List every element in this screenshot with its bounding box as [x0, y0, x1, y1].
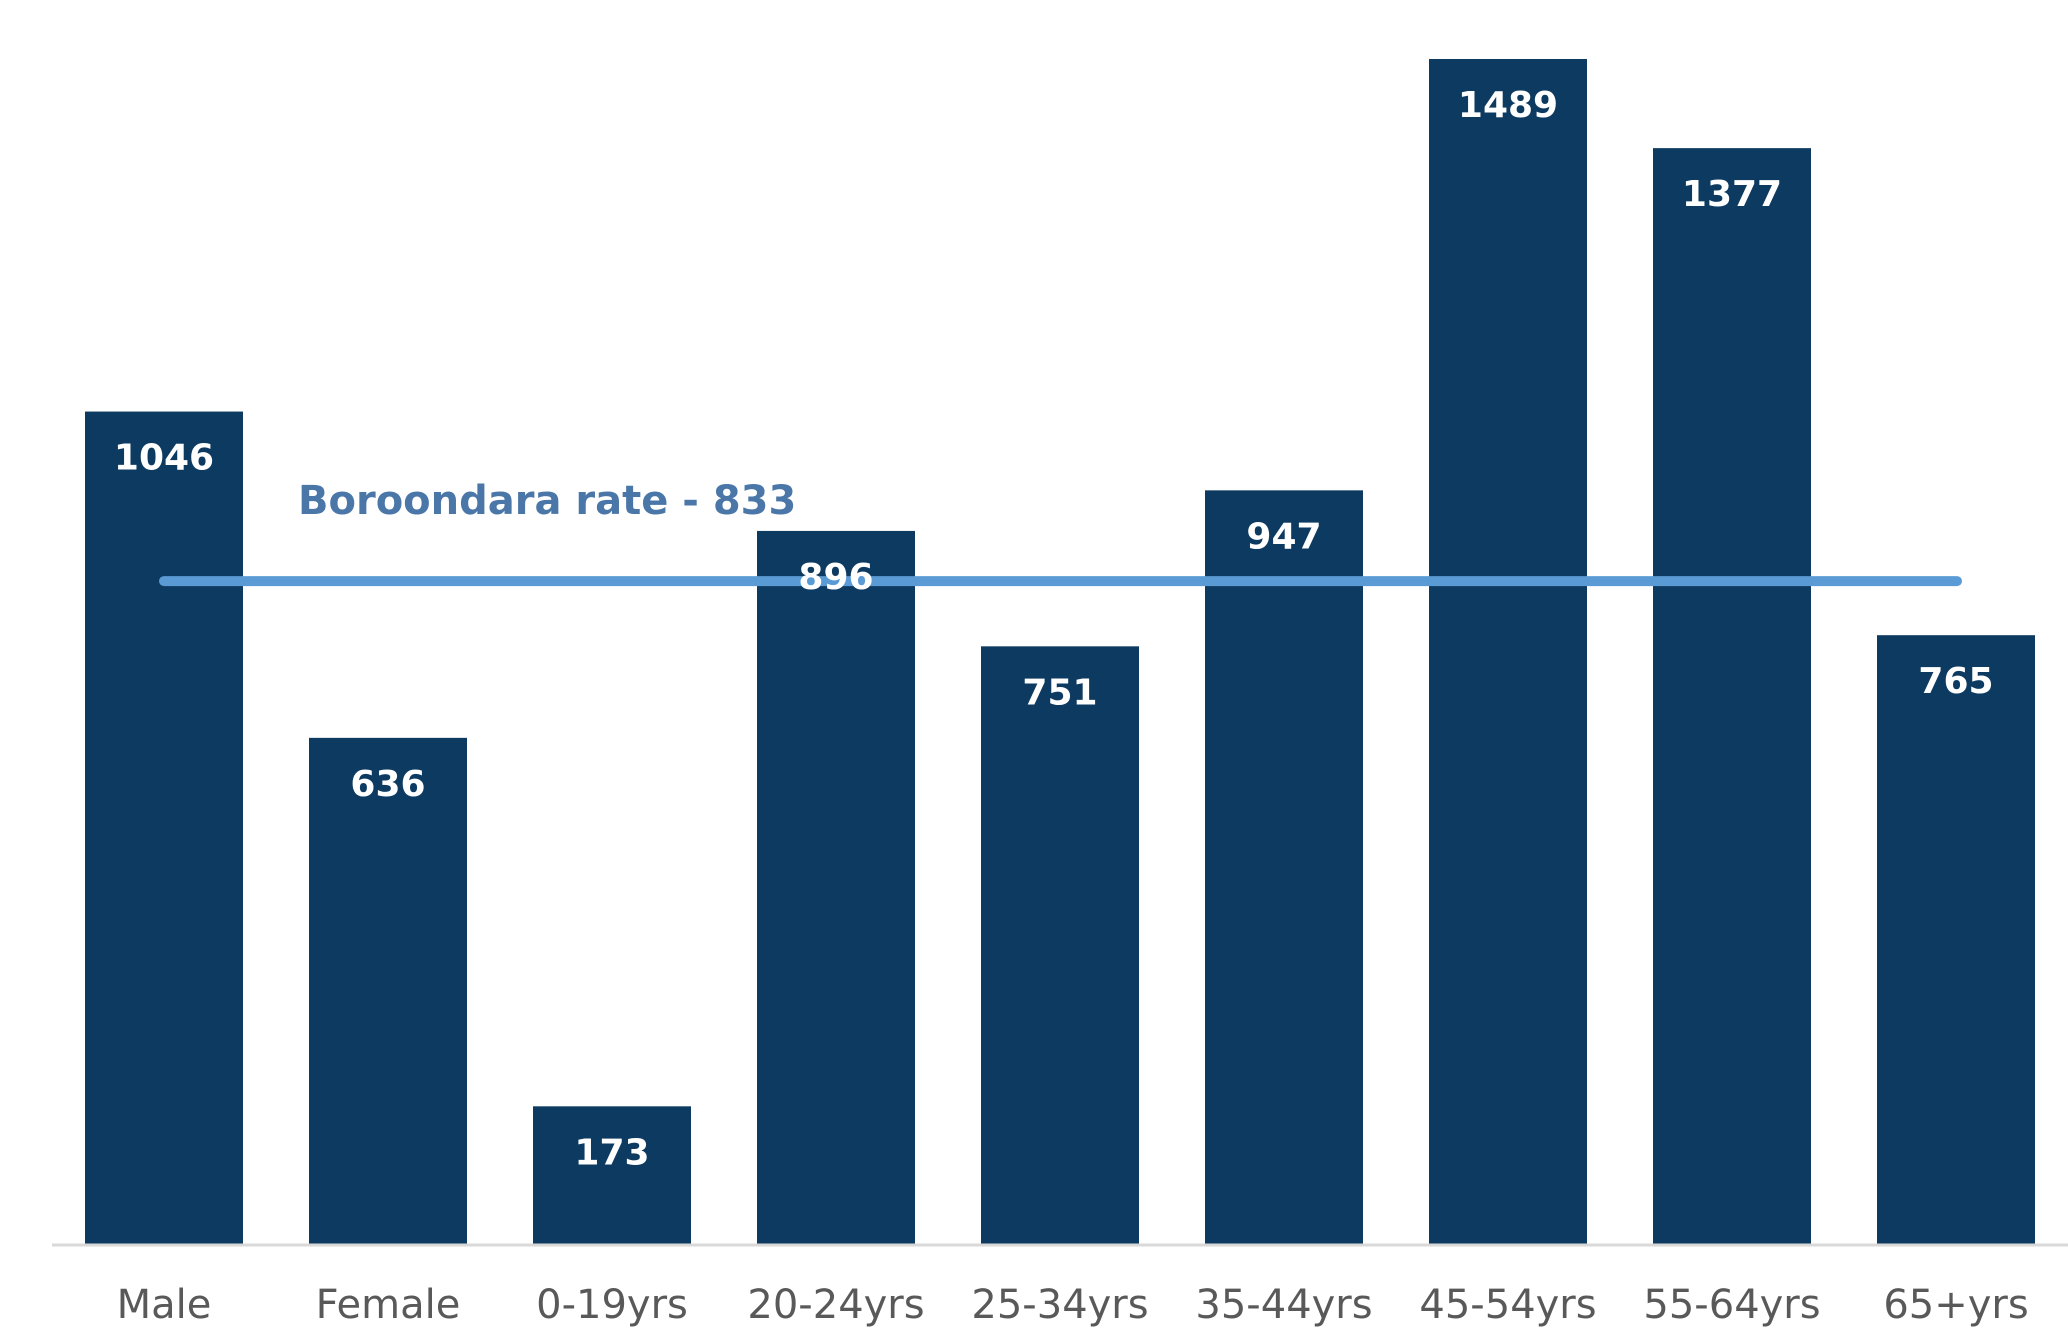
x-tick-label-6: 45-54yrs	[1419, 1282, 1596, 1328]
value-label-2: 173	[574, 1132, 649, 1173]
value-label-7: 1377	[1682, 174, 1782, 215]
bar-1	[309, 737, 467, 1244]
bar-8	[1877, 635, 2035, 1244]
value-label-1: 636	[350, 764, 425, 805]
x-tick-label-8: 65+yrs	[1883, 1282, 2028, 1328]
reference-line-layer: Boroondara rate - 833	[159, 478, 1962, 587]
bar-7	[1653, 148, 1811, 1244]
bar-0	[85, 411, 243, 1244]
value-label-8: 765	[1918, 661, 1993, 702]
bar-2	[533, 1106, 691, 1244]
bar-6	[1429, 59, 1587, 1244]
x-tick-label-3: 20-24yrs	[747, 1282, 924, 1328]
bar-4	[981, 646, 1139, 1244]
value-labels-layer: 1046 636 173 896 751 947 1489 1377 765	[114, 85, 1994, 1173]
value-label-3: 896	[798, 557, 873, 598]
value-label-0: 1046	[114, 438, 214, 479]
value-label-4: 751	[1022, 672, 1097, 713]
x-axis: Male Female 0-19yrs 20-24yrs 25-34yrs 35-44yr…	[52, 1243, 2068, 1328]
x-tick-label-2: 0-19yrs	[536, 1282, 688, 1328]
x-tick-label-7: 55-64yrs	[1643, 1282, 1820, 1328]
bars-layer	[85, 59, 2035, 1245]
value-label-5: 947	[1246, 516, 1321, 557]
bar-3	[757, 530, 915, 1244]
x-tick-label-4: 25-34yrs	[971, 1282, 1148, 1328]
x-tick-label-1: Female	[316, 1282, 461, 1328]
x-tick-label-0: Male	[117, 1282, 212, 1328]
value-label-6: 1489	[1458, 85, 1558, 126]
bar-5	[1205, 490, 1363, 1245]
reference-line-label: Boroondara rate - 833	[298, 478, 796, 524]
x-tick-label-5: 35-44yrs	[1195, 1282, 1372, 1328]
